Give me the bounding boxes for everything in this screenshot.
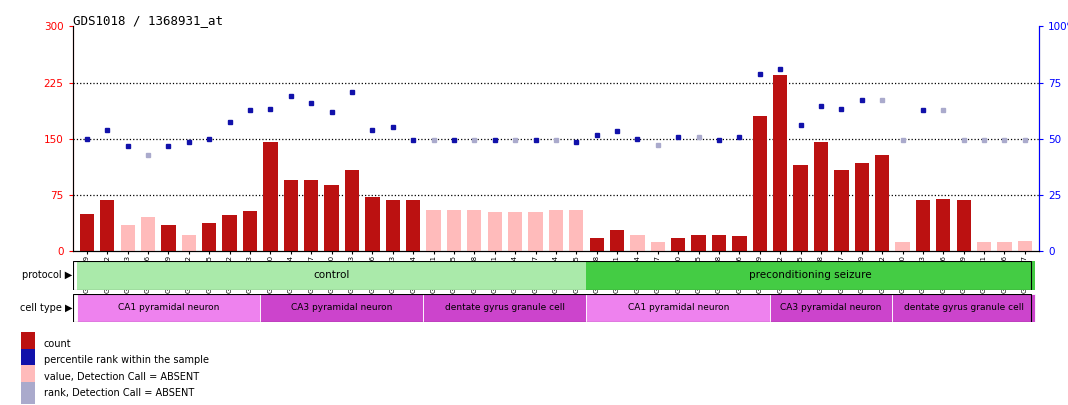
- Bar: [467, 210, 482, 251]
- Bar: [325, 185, 339, 251]
- Bar: [304, 180, 318, 251]
- Bar: [508, 212, 522, 251]
- Bar: [794, 165, 807, 251]
- Bar: [586, 261, 1035, 290]
- Bar: [182, 234, 197, 251]
- Bar: [691, 234, 706, 251]
- Bar: [569, 210, 583, 251]
- Bar: [854, 163, 869, 251]
- Bar: [915, 200, 930, 251]
- Text: count: count: [44, 339, 72, 349]
- Bar: [423, 294, 586, 322]
- Bar: [141, 217, 155, 251]
- Text: CA3 pyramidal neuron: CA3 pyramidal neuron: [292, 303, 392, 312]
- Text: value, Detection Call = ABSENT: value, Detection Call = ABSENT: [44, 371, 199, 382]
- Bar: [77, 294, 261, 322]
- Bar: [610, 230, 624, 251]
- Bar: [426, 210, 441, 251]
- Text: cell type ▶: cell type ▶: [20, 303, 73, 313]
- Bar: [753, 116, 767, 251]
- Bar: [446, 210, 461, 251]
- Bar: [590, 239, 603, 251]
- Bar: [937, 198, 951, 251]
- Bar: [895, 242, 910, 251]
- Bar: [80, 214, 94, 251]
- Bar: [630, 234, 645, 251]
- Bar: [712, 234, 726, 251]
- Text: CA1 pyramidal neuron: CA1 pyramidal neuron: [628, 303, 729, 312]
- Bar: [100, 200, 114, 251]
- Bar: [957, 200, 971, 251]
- Bar: [21, 333, 35, 355]
- Bar: [875, 155, 890, 251]
- Bar: [261, 294, 423, 322]
- Bar: [529, 212, 543, 251]
- Text: protocol ▶: protocol ▶: [22, 271, 73, 280]
- Text: percentile rank within the sample: percentile rank within the sample: [44, 355, 208, 365]
- Bar: [814, 143, 828, 251]
- Bar: [406, 200, 421, 251]
- Bar: [345, 170, 359, 251]
- Bar: [222, 215, 237, 251]
- Bar: [650, 242, 665, 251]
- Bar: [834, 170, 848, 251]
- Bar: [386, 200, 399, 251]
- Text: dentate gyrus granule cell: dentate gyrus granule cell: [904, 303, 1024, 312]
- Bar: [773, 75, 787, 251]
- Text: control: control: [313, 271, 350, 280]
- Bar: [586, 294, 770, 322]
- Bar: [21, 349, 35, 371]
- Bar: [202, 223, 217, 251]
- Bar: [21, 382, 35, 404]
- Text: preconditioning seizure: preconditioning seizure: [750, 271, 873, 280]
- Bar: [488, 212, 502, 251]
- Bar: [264, 143, 278, 251]
- Bar: [77, 261, 586, 290]
- Bar: [1018, 241, 1032, 251]
- Bar: [733, 236, 747, 251]
- Bar: [977, 242, 991, 251]
- Bar: [121, 225, 135, 251]
- Bar: [242, 211, 257, 251]
- Bar: [549, 210, 563, 251]
- Bar: [998, 242, 1011, 251]
- Bar: [284, 180, 298, 251]
- Bar: [21, 365, 35, 388]
- Text: dentate gyrus granule cell: dentate gyrus granule cell: [445, 303, 565, 312]
- Text: CA3 pyramidal neuron: CA3 pyramidal neuron: [781, 303, 882, 312]
- Bar: [365, 197, 379, 251]
- Text: rank, Detection Call = ABSENT: rank, Detection Call = ABSENT: [44, 388, 194, 398]
- Text: CA1 pyramidal neuron: CA1 pyramidal neuron: [117, 303, 219, 312]
- Bar: [770, 294, 893, 322]
- Bar: [161, 225, 175, 251]
- Bar: [671, 238, 686, 251]
- Bar: [893, 294, 1035, 322]
- Text: GDS1018 / 1368931_at: GDS1018 / 1368931_at: [73, 14, 222, 27]
